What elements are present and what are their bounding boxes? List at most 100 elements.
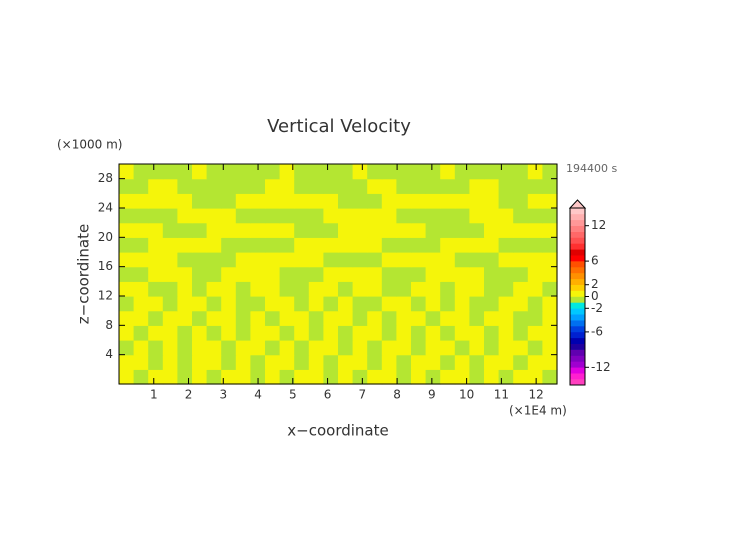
field-cell: [367, 310, 383, 326]
field-cell: [206, 193, 222, 209]
field-cell: [367, 178, 383, 194]
field-cell: [294, 340, 310, 356]
field-cell: [250, 237, 266, 253]
field-cell: [527, 178, 543, 194]
field-cell: [192, 178, 208, 194]
field-cell: [411, 310, 427, 326]
field-cell: [133, 281, 149, 297]
field-cell: [323, 193, 339, 209]
field-cell: [250, 354, 266, 370]
field-cell: [411, 266, 427, 282]
field-cell: [308, 325, 324, 341]
field-cell: [527, 222, 543, 238]
field-cell: [133, 266, 149, 282]
field-cell: [338, 222, 354, 238]
field-cell: [235, 252, 251, 268]
field-cell: [381, 164, 397, 180]
colorbar-band: [570, 225, 585, 232]
field-cell: [294, 178, 310, 194]
field-cell: [469, 369, 485, 385]
field-cell: [206, 208, 222, 224]
field-cell: [367, 296, 383, 312]
field-cell: [133, 208, 149, 224]
field-cell: [323, 266, 339, 282]
field-cell: [425, 281, 441, 297]
y-tick-label: 24: [98, 201, 113, 215]
field-cell: [411, 193, 427, 209]
field-cell: [133, 178, 149, 194]
field-cell: [119, 208, 135, 224]
field-cell: [527, 296, 543, 312]
field-cell: [192, 325, 208, 341]
field-cell: [162, 164, 178, 180]
field-cell: [484, 208, 500, 224]
field-cell: [338, 281, 354, 297]
field-cell: [119, 281, 135, 297]
field-cell: [352, 222, 368, 238]
field-cell: [162, 369, 178, 385]
field-cell: [542, 237, 558, 253]
field-cell: [381, 193, 397, 209]
field-cell: [148, 325, 164, 341]
field-cell: [440, 369, 456, 385]
field-cell: [206, 369, 222, 385]
field-cell: [294, 222, 310, 238]
field-cell: [177, 310, 193, 326]
field-cell: [425, 325, 441, 341]
field-cell: [454, 369, 470, 385]
field-cell: [425, 178, 441, 194]
field-cell: [294, 281, 310, 297]
field-cell: [265, 340, 281, 356]
time-label: 194400 s: [566, 162, 617, 175]
field-cell: [367, 208, 383, 224]
field-cell: [338, 178, 354, 194]
field-cell: [133, 354, 149, 370]
field-cell: [542, 281, 558, 297]
field-cell: [396, 296, 412, 312]
y-tick-label: 8: [105, 318, 113, 332]
field-cell: [396, 178, 412, 194]
field-cell: [192, 266, 208, 282]
field-cell: [484, 178, 500, 194]
field-cell: [323, 354, 339, 370]
field-cell: [513, 325, 529, 341]
field-cell: [177, 252, 193, 268]
field-cell: [440, 193, 456, 209]
field-cell: [235, 281, 251, 297]
field-cell: [206, 340, 222, 356]
field-cell: [265, 237, 281, 253]
field-cell: [148, 266, 164, 282]
field-cell: [250, 325, 266, 341]
field-cell: [527, 325, 543, 341]
field-cell: [308, 310, 324, 326]
field-cell: [148, 208, 164, 224]
field-cell: [469, 296, 485, 312]
field-cell: [279, 266, 295, 282]
field-cell: [279, 296, 295, 312]
field-cell: [192, 354, 208, 370]
plot-frame: [118, 163, 558, 385]
field-cell: [440, 296, 456, 312]
field-cell: [527, 281, 543, 297]
field-cell: [250, 208, 266, 224]
field-cell: [221, 164, 237, 180]
field-cell: [294, 252, 310, 268]
field-cell: [177, 178, 193, 194]
field-cell: [352, 252, 368, 268]
field-cell: [440, 237, 456, 253]
field-cell: [250, 252, 266, 268]
field-cell: [338, 208, 354, 224]
field-cell: [235, 193, 251, 209]
field-cell: [235, 208, 251, 224]
field-cell: [411, 237, 427, 253]
field-cell: [454, 340, 470, 356]
field-cell: [454, 178, 470, 194]
x-tick-label: 3: [219, 388, 227, 402]
field-cell: [411, 208, 427, 224]
field-cell: [484, 296, 500, 312]
field-cell: [440, 208, 456, 224]
field-cell: [425, 340, 441, 356]
field-cell: [148, 369, 164, 385]
field-cell: [119, 354, 135, 370]
